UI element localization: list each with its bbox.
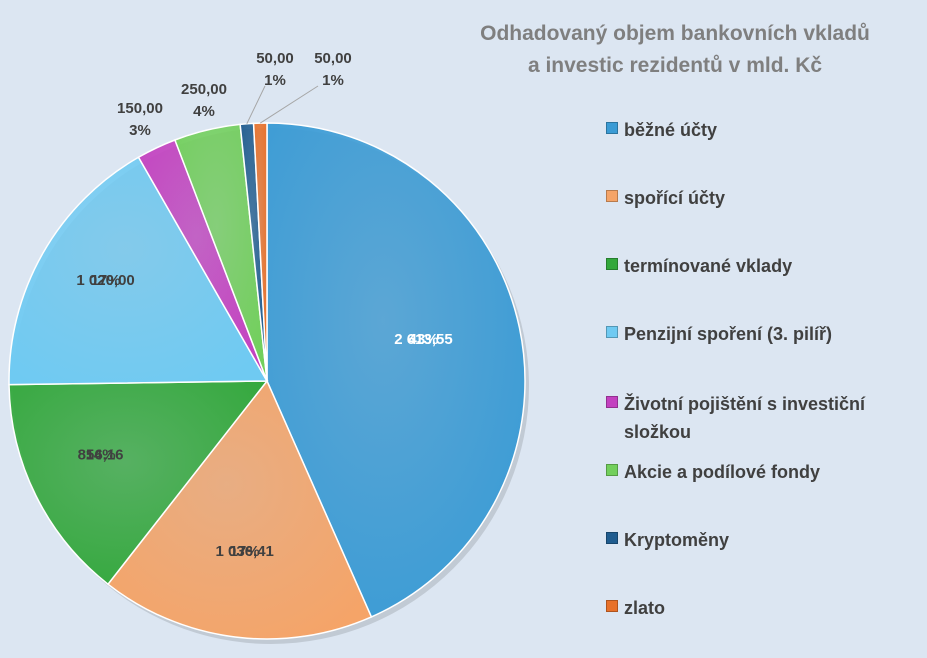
legend-swatch [606, 464, 618, 476]
leader-line-zlato [260, 85, 319, 124]
legend-label: spořící účty [624, 188, 726, 208]
data-label-zlato-value: 50,00 [314, 50, 352, 67]
data-label-bezne-ucty-value: 2 613,55 [394, 331, 452, 348]
legend-label: zlato [624, 598, 666, 618]
legend-label: běžné účty [624, 120, 718, 140]
data-label-kryptomeny-value: 50,00 [256, 50, 294, 67]
data-label-kryptomeny-percent: 1% [264, 72, 286, 89]
chart-title: Odhadovaný objem bankovních vkladů a inv… [430, 18, 920, 82]
chart-title-line-2: a investic rezidentů v mld. Kč [527, 54, 823, 77]
legend-item-zivotni-pojisteni-s-investicni-slozkou[interactable]: Životní pojištění s investiční složkou [606, 390, 904, 446]
chart-title-line-1: Odhadovaný objem bankovních vkladů [480, 22, 870, 45]
legend-label: Penzijní spoření (3. pilíř) [624, 324, 833, 344]
data-label-terminovane-vklady-value: 856,16 [78, 447, 124, 464]
data-label-zivotni-pojisteni-s-investicni-slozkou-percent: 3% [129, 122, 151, 139]
data-label-terminovane-vklady-percent: 14% [86, 447, 116, 464]
leader-line-kryptomeny [246, 85, 266, 125]
data-label-bezne-ucty-percent: 43% [408, 331, 438, 348]
legend-swatch [606, 532, 618, 544]
legend-swatch [606, 326, 618, 338]
data-label-penzijni-sporeni-3-pilir-percent: 17% [91, 272, 121, 289]
pie-slice-zlato[interactable] [252, 122, 268, 382]
legend-swatch [606, 396, 618, 408]
legend-swatch [606, 122, 618, 134]
data-label-zivotni-pojisteni-s-investicni-slozkou-value: 150,00 [117, 100, 163, 117]
legend-label: Kryptoměny [624, 530, 730, 550]
legend-item-kryptomeny[interactable]: Kryptoměny [606, 526, 729, 554]
data-label-akcie-a-podilove-fondy-percent: 4% [193, 103, 215, 120]
data-label-penzijni-sporeni-3-pilir-value: 1 020,00 [76, 272, 134, 289]
legend-swatch [606, 190, 618, 202]
pie-slice-sporici-ucty[interactable] [106, 379, 373, 640]
pie-slice-bezne-ucty[interactable] [266, 122, 526, 618]
legend-item-bezne-ucty[interactable]: běžné účty [606, 116, 717, 144]
legend-item-penzijni-sporeni-3-pilir[interactable]: Penzijní spoření (3. pilíř) [606, 320, 832, 348]
legend-item-akcie-a-podilove-fondy[interactable]: Akcie a podílové fondy [606, 458, 820, 486]
legend-label: Akcie a podílové fondy [624, 462, 821, 482]
legend-item-terminovane-vklady[interactable]: termínované vklady [606, 252, 792, 280]
data-label-sporici-ucty-percent: 17% [230, 543, 260, 560]
data-label-zlato-percent: 1% [322, 72, 344, 89]
legend-label: termínované vklady [624, 256, 793, 276]
data-label-akcie-a-podilove-fondy-value: 250,00 [181, 81, 227, 98]
data-label-sporici-ucty-value: 1 036,41 [216, 543, 274, 560]
legend-swatch [606, 258, 618, 270]
legend-item-zlato[interactable]: zlato [606, 594, 665, 622]
legend-label: Životní pojištění s investiční složkou [624, 394, 866, 442]
pie-slice-terminovane-vklady[interactable] [8, 380, 269, 586]
legend-swatch [606, 600, 618, 612]
pie-slice-penzijni-sporeni-3-pilir[interactable] [8, 156, 269, 386]
legend-item-sporici-ucty[interactable]: spořící účty [606, 184, 725, 212]
